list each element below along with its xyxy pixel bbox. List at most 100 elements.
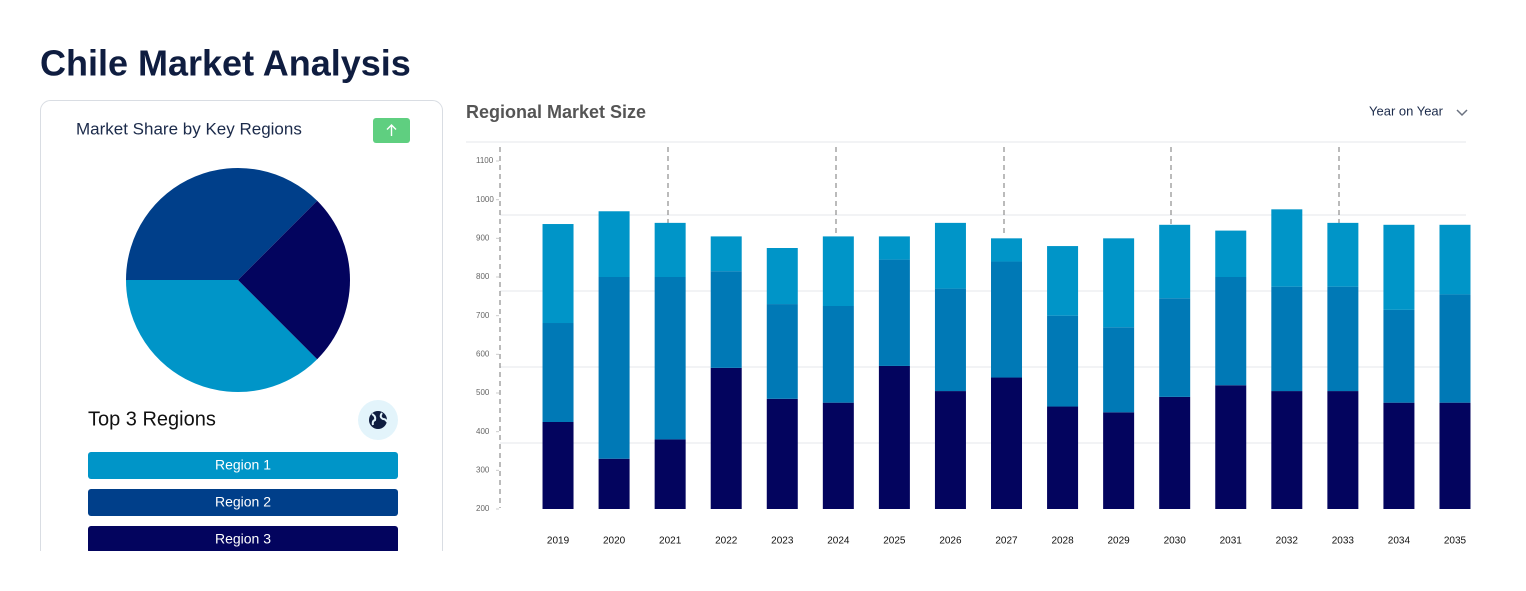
bar-segment: [822, 236, 854, 306]
chart-title: Regional Market Size: [466, 102, 646, 122]
region-button[interactable]: Region 1: [88, 452, 398, 479]
bar-segment: [822, 306, 854, 403]
x-tick-label: 2024: [827, 536, 850, 547]
y-tick-label: 400: [476, 427, 490, 436]
bar-segment: [654, 277, 686, 440]
y-tick-label: 600: [476, 349, 490, 358]
bar-segment: [1439, 224, 1471, 295]
export-button[interactable]: [373, 118, 410, 143]
bar-segment: [1383, 402, 1415, 509]
bar-segment: [766, 248, 798, 305]
y-tick-label: 500: [476, 388, 490, 397]
bar-segment: [934, 288, 966, 392]
page-title: Chile Market Analysis: [40, 43, 411, 84]
card-title: Market Share by Key Regions: [76, 119, 302, 138]
bar-segment: [1383, 309, 1415, 403]
bar-segment: [542, 323, 574, 422]
y-tick-label: 800: [476, 272, 490, 281]
y-tick-label: 200: [476, 504, 490, 513]
region-list: Region 1 Region 2 Region 3: [88, 452, 398, 553]
period-label: Year on Year: [1369, 103, 1444, 118]
period-dropdown[interactable]: Year on Year: [1369, 103, 1468, 118]
x-tick-label: 2030: [1164, 536, 1187, 547]
x-tick-label: 2031: [1220, 536, 1243, 547]
chevron: [1456, 109, 1468, 117]
bar-chart: 200 300 400 500 600 700 800 900 1000 1100 2019 2020…: [476, 156, 1471, 547]
bar-segment: [991, 238, 1023, 262]
bar-segment: [1327, 222, 1359, 287]
bar-segment: [766, 398, 798, 509]
x-tick-label: 2032: [1276, 536, 1299, 547]
x-tick-label: 2028: [1051, 536, 1074, 547]
bar-segment: [822, 402, 854, 509]
x-tick-label: 2026: [939, 536, 962, 547]
y-tick-label: 1000: [476, 195, 494, 204]
bar-segment: [991, 261, 1023, 378]
x-tick-label: 2027: [995, 536, 1018, 547]
region-button-bg: [88, 452, 398, 479]
legend-title: Top 3 Regions: [88, 408, 216, 430]
bar-segment: [710, 271, 742, 368]
bar-segment: [1159, 396, 1191, 509]
bar-segment: [1103, 412, 1135, 509]
region-button[interactable]: Region 2: [88, 489, 398, 516]
pie-slice: [126, 168, 318, 280]
pie: [126, 168, 350, 393]
bar-segment: [1439, 402, 1471, 509]
bar-segment: [710, 236, 742, 272]
bar-segment: [991, 377, 1023, 509]
bar-segment: [1439, 294, 1471, 403]
bar-segment: [1327, 391, 1359, 509]
x-tick-label: 2033: [1332, 536, 1355, 547]
bar-segment: [1159, 298, 1191, 397]
pie-slice: [126, 280, 318, 393]
bar-segment: [654, 439, 686, 509]
bar-segment: [710, 367, 742, 509]
x-tick-label: 2025: [883, 536, 906, 547]
y-tick-label: 700: [476, 311, 490, 320]
x-tick-label: 2029: [1108, 536, 1131, 547]
y-tick-label: 900: [476, 233, 490, 242]
dashed-guides: [499, 147, 1340, 508]
bar-segment: [878, 365, 910, 509]
bar-segment: [598, 277, 630, 459]
bar-segment: [878, 259, 910, 366]
bar-segment: [598, 458, 630, 509]
region-button-bg: [88, 526, 398, 551]
x-tick-label: 2022: [715, 536, 738, 547]
bar-segment: [1383, 224, 1415, 310]
pie-card: Market Share by Key Regions Top 3 Region…: [40, 100, 443, 553]
x-tick-label: 2021: [659, 536, 682, 547]
y-tick-label: 300: [476, 465, 490, 474]
bar-segment: [1047, 315, 1079, 407]
bar-segment: [1327, 286, 1359, 392]
bar-segment: [1215, 230, 1247, 277]
bar-segment: [1103, 238, 1135, 328]
region-button-bg: [88, 489, 398, 516]
bar-segment: [766, 304, 798, 399]
globe-button[interactable]: [358, 400, 398, 440]
bar-segment: [1271, 209, 1303, 287]
x-tick-label: 2019: [547, 536, 570, 547]
bar-segment: [542, 422, 574, 509]
bar-segment: [1103, 327, 1135, 413]
region-button[interactable]: Region 3: [88, 526, 398, 553]
bar-segment: [1271, 286, 1303, 392]
bar-segment: [542, 224, 574, 324]
bar-segment: [1047, 246, 1079, 316]
bar-segment: [934, 391, 966, 509]
x-tick-label: 2035: [1444, 536, 1467, 547]
bar-segment: [934, 222, 966, 289]
bar-segment: [1271, 391, 1303, 509]
bar-segment: [1215, 277, 1247, 386]
bar-segment: [878, 236, 910, 260]
bar-segment: [598, 211, 630, 277]
region-button-label: Region 3: [215, 531, 271, 547]
region-button-label: Region 2: [215, 494, 271, 510]
pie-slice: [238, 200, 350, 360]
region-button-label: Region 1: [215, 457, 271, 473]
bar-segment: [1215, 385, 1247, 509]
x-tick-label: 2020: [603, 536, 626, 547]
